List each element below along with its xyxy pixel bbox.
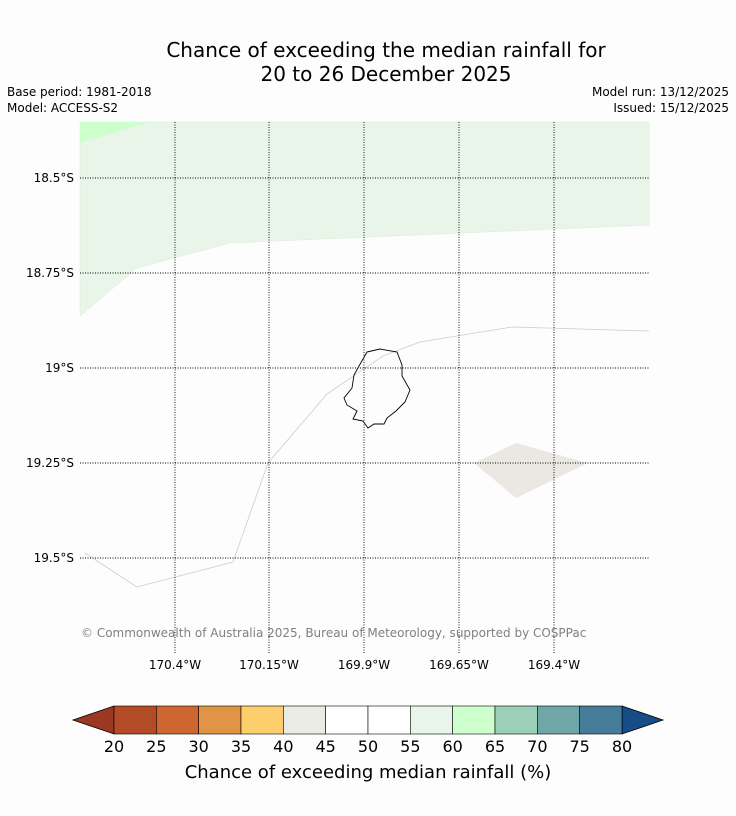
lon-label: 170.15°W	[239, 658, 299, 672]
niue-island-outline	[343, 348, 411, 429]
colorbar-tick-label: 80	[612, 737, 632, 756]
colorbar: 20 25 30 35 40 45 50 55 60 65 70 75 80 Chance of exc…	[71, 705, 665, 783]
rainfall-region-40-45	[474, 443, 588, 498]
colorbar-title: Chance of exceeding median rainfall (%)	[185, 762, 552, 783]
base-period: Base period: 1981-2018	[7, 85, 152, 99]
chart-title: Chance of exceeding the median rainfall …	[0, 38, 736, 86]
colorbar-tick-label: 45	[315, 737, 335, 756]
colorbar-tick-label: 65	[485, 737, 505, 756]
meta-left: Base period: 1981-2018 Model: ACCESS-S2	[7, 84, 152, 116]
lat-label: 18.5°S	[34, 171, 74, 185]
lat-label: 18.75°S	[26, 266, 74, 280]
colorbar-swatch	[537, 705, 580, 735]
colorbar-tick-label: 50	[358, 737, 378, 756]
colorbar-swatch	[452, 705, 496, 735]
model-name: Model: ACCESS-S2	[7, 101, 119, 115]
title-line-2: 20 to 26 December 2025	[260, 62, 512, 86]
colorbar-under-arrow	[71, 705, 115, 735]
colorbar-swatch	[579, 705, 623, 735]
colorbar-swatch	[494, 705, 538, 735]
colorbar-over-arrow	[621, 705, 665, 735]
colorbar-tick-label: 35	[231, 737, 251, 756]
rainfall-region-55-60	[79, 121, 650, 317]
title-line-1: Chance of exceeding the median rainfall …	[166, 38, 606, 62]
lon-label: 170.4°W	[149, 658, 201, 672]
colorbar-tick-label: 55	[400, 737, 420, 756]
lon-label: 169.65°W	[429, 658, 489, 672]
colorbar-swatch	[198, 705, 242, 735]
model-run: Model run: 13/12/2025	[591, 85, 729, 99]
colorbar-tick-label: 40	[273, 737, 293, 756]
rainfall-region-60-65	[80, 122, 152, 143]
colorbar-swatch	[410, 705, 453, 735]
contour-line	[84, 326, 650, 588]
issued-date: Issued: 15/12/2025	[613, 101, 729, 115]
colorbar-swatch	[325, 705, 369, 735]
copyright-notice: © Commonwealth of Australia 2025, Bureau…	[81, 626, 586, 640]
colorbar-tick-label: 75	[569, 737, 589, 756]
lat-label: 19°S	[45, 361, 74, 375]
colorbar-swatch	[367, 705, 411, 735]
colorbar-tick-label: 25	[146, 737, 166, 756]
gridlines	[80, 122, 649, 653]
lat-label: 19.5°S	[34, 551, 74, 565]
colorbar-swatch	[283, 705, 326, 735]
colorbar-swatch	[240, 705, 284, 735]
colorbar-swatch	[113, 705, 157, 735]
meta-right: Model run: 13/12/2025 Issued: 15/12/2025	[592, 84, 729, 116]
colorbar-tick-label: 70	[527, 737, 547, 756]
lon-label: 169.9°W	[338, 658, 390, 672]
colorbar-tick-label: 30	[188, 737, 208, 756]
map-panel: 18.5°S 18.75°S 19°S 19.25°S 19.5°S 170.4…	[26, 121, 650, 672]
colorbar-tick-label: 20	[104, 737, 124, 756]
lat-label: 19.25°S	[26, 456, 74, 470]
colorbar-tick-label: 60	[442, 737, 462, 756]
lon-label: 169.4°W	[528, 658, 580, 672]
colorbar-swatch	[156, 705, 199, 735]
